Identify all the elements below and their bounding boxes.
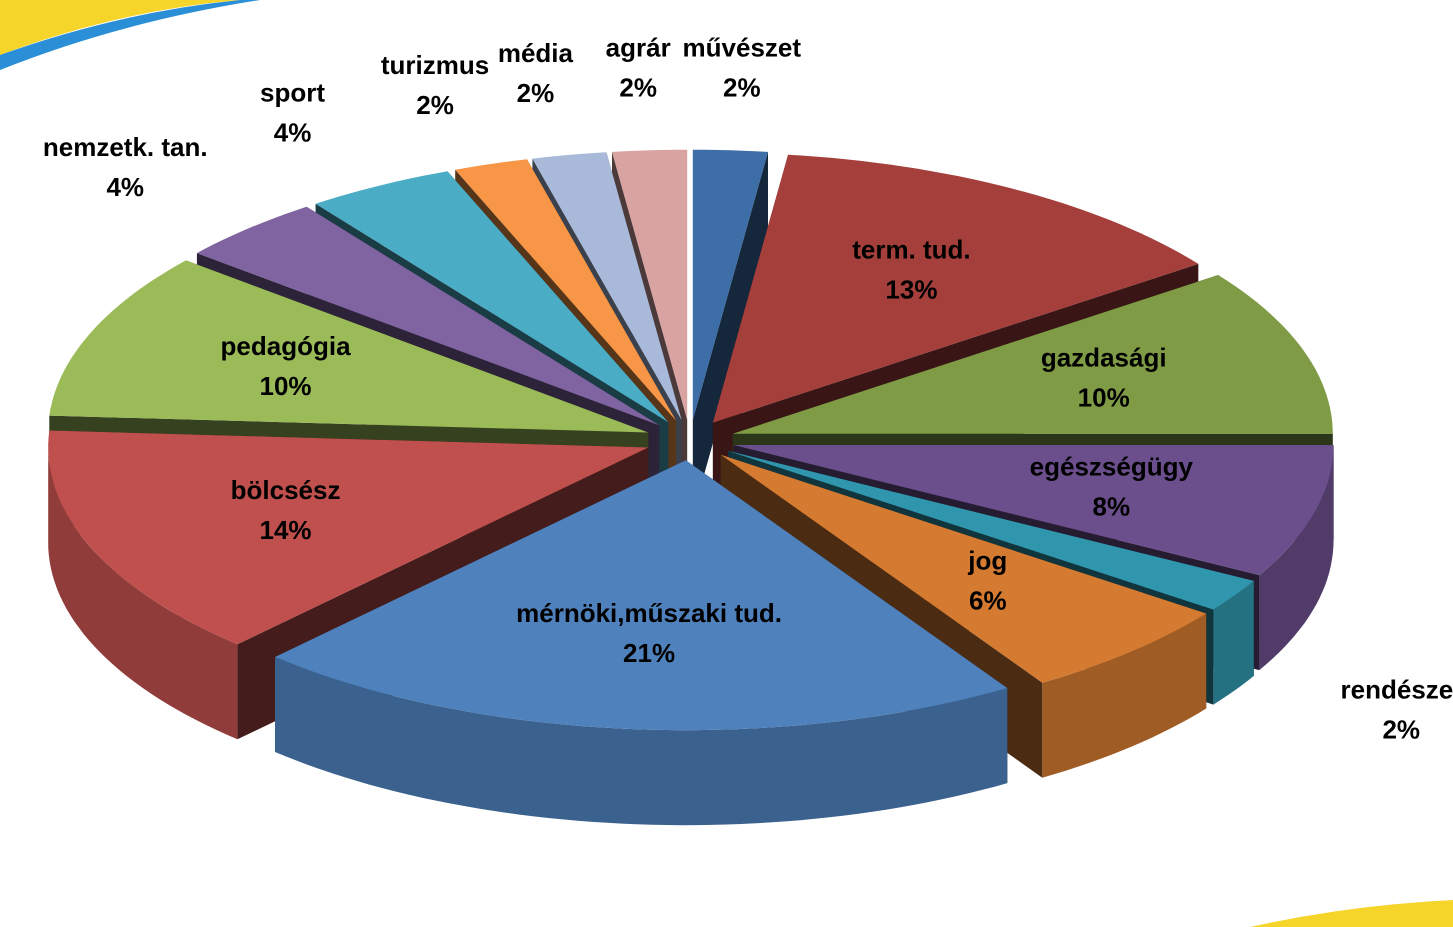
category-label: nemzetk. tan. (43, 132, 208, 162)
value-label: 2% (619, 72, 657, 102)
value-label: 2% (416, 90, 454, 120)
category-label: egészségügy (1030, 452, 1194, 482)
value-label: 2% (723, 72, 761, 102)
chart: művészet 2% term. tud. 13% gazdasági 10% egész… (0, 0, 1453, 927)
value-label: 2% (517, 78, 555, 108)
page: {"chart_data": {"type": "pie3d", "catego… (0, 0, 1453, 927)
value-label: 14% (260, 515, 312, 545)
decor-corner (1250, 900, 1453, 927)
value-label: 4% (274, 118, 312, 148)
value-label: 10% (260, 371, 312, 401)
value-label: 6% (969, 586, 1007, 616)
category-label: sport (260, 78, 325, 108)
category-label: jog (967, 546, 1007, 576)
category-label: mérnöki,műszaki tud. (516, 598, 782, 628)
category-label: agrár (606, 32, 671, 62)
category-label: média (498, 38, 574, 68)
value-label: 8% (1093, 492, 1131, 522)
value-label: 10% (1078, 382, 1130, 412)
value-label: 4% (106, 172, 144, 202)
category-label: gazdasági (1041, 342, 1167, 372)
category-label: pedagógia (221, 331, 352, 361)
category-label: művészet (683, 32, 802, 62)
value-label: 2% (1382, 715, 1420, 745)
value-label: 21% (623, 638, 675, 668)
category-label: bölcsész (231, 475, 341, 505)
value-label: 13% (885, 274, 937, 304)
category-label: rendészet (1341, 675, 1453, 705)
category-label: turizmus (381, 50, 489, 80)
category-label: term. tud. (852, 234, 970, 264)
